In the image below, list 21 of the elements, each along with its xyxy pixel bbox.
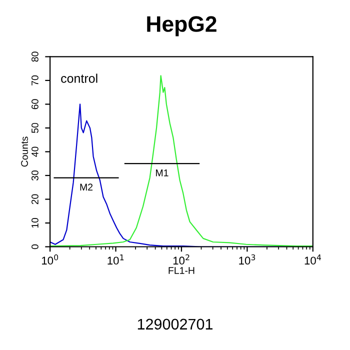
- y-tick-label: 30: [32, 170, 38, 181]
- x-tick-label: 10$^{4}$: [304, 254, 321, 265]
- x-axis-title: FL1-H: [168, 267, 194, 274]
- series-label: M1: [156, 170, 168, 176]
- x-tick-label: 10$^{0}$: [42, 254, 58, 265]
- y-tick-label: 70: [32, 75, 38, 86]
- y-tick-label: 0: [32, 244, 38, 250]
- y-tick-label: 80: [32, 52, 38, 62]
- series-label: M2: [80, 184, 93, 190]
- text: 129002701: [138, 318, 212, 330]
- x-tick-label: 10$^{2}$: [173, 254, 190, 265]
- y-tick-label: 10: [32, 218, 38, 228]
- y-tick-label: 50: [32, 122, 38, 133]
- x-tick-label: 10$^{3}$: [239, 254, 256, 265]
- y-tick-label: 40: [32, 146, 38, 157]
- y-tick-label: 60: [32, 99, 38, 110]
- y-axis-title: Counts: [21, 136, 28, 167]
- x-tick-label: 10$^{1}$: [108, 254, 124, 265]
- annotation: control: [61, 74, 98, 83]
- y-tick-label: 20: [32, 194, 38, 204]
- chart-title: HepG2: [147, 16, 216, 36]
